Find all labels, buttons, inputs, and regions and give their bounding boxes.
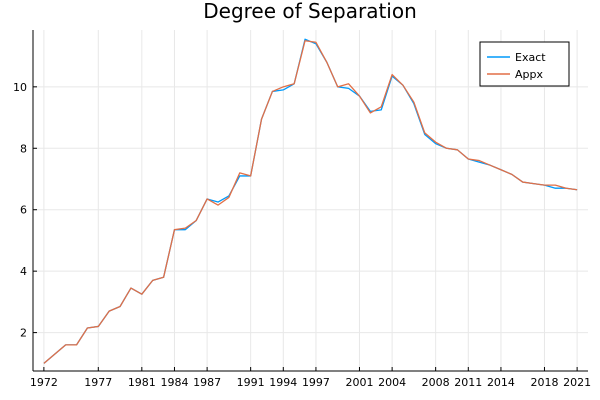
x-tick-label: 1991: [237, 376, 265, 389]
y-tick-label: 4: [20, 265, 27, 278]
legend-label-appx: Appx: [515, 68, 543, 81]
x-tick-label: 2001: [345, 376, 373, 389]
x-tick-label: 2014: [487, 376, 515, 389]
legend-box: [479, 41, 570, 87]
axes: 1972 1977 1981 1984 1987 1991 1994 1997 2001 2004…: [13, 30, 591, 389]
series-lines: [43, 38, 578, 364]
y-tick-label: 2: [20, 327, 27, 340]
series-line-appx: [43, 40, 578, 364]
x-tick-label: 1972: [30, 376, 58, 389]
x-tick-label: 1981: [128, 376, 156, 389]
series-line-exact: [43, 38, 578, 364]
x-tick-label: 2004: [378, 376, 406, 389]
x-tick-label: 1994: [269, 376, 297, 389]
legend-label-exact: Exact: [515, 51, 546, 64]
grid: [33, 30, 588, 371]
x-tick-label: 2011: [454, 376, 482, 389]
x-tick-label: 2021: [563, 376, 591, 389]
legend: Exact Appx: [479, 41, 570, 87]
x-tick-label: 1997: [302, 376, 330, 389]
x-tick-label: 1987: [193, 376, 221, 389]
x-tick-label: 2018: [530, 376, 558, 389]
y-tick-label: 8: [20, 142, 27, 155]
y-tick-label: 10: [13, 81, 27, 94]
x-tick-label: 1984: [160, 376, 188, 389]
y-tick-label: 6: [20, 204, 27, 217]
chart-title: Degree of Separation: [203, 0, 417, 23]
x-tick-label: 1977: [84, 376, 112, 389]
x-tick-label: 2008: [422, 376, 450, 389]
